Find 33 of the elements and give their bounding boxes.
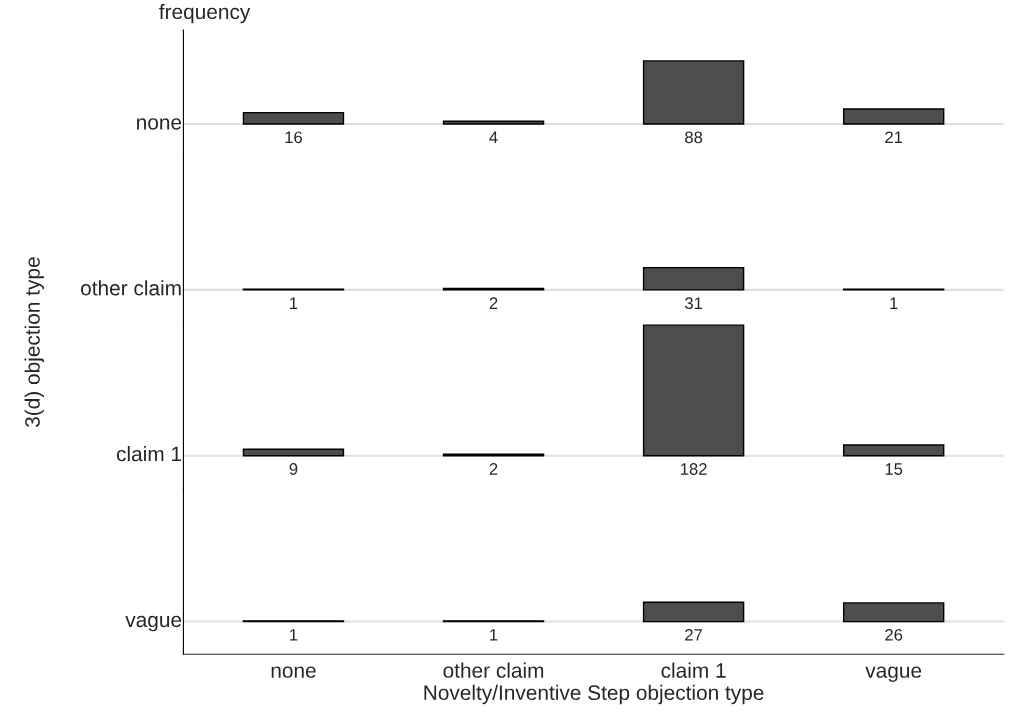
text: other claim [81,280,181,296]
bar [842,444,945,457]
data-label: 1 [490,629,498,641]
x-axis-title: Novelty/Inventive Step objection type [424,684,764,705]
chart-title: frequency [159,3,251,24]
y-axis-title: 3(d) objection type [24,257,44,428]
text: claim 1 [116,446,182,462]
data-label: 9 [289,463,298,475]
bar [242,111,345,125]
data-label: 2 [489,297,498,309]
data-label: 1 [890,297,898,309]
text: vague [125,615,182,632]
data-label: 1 [290,297,298,309]
x-tick-label: claim 1 [661,662,726,678]
x-tick-label: other claim [443,662,544,678]
data-label: 1 [290,629,298,641]
data-label: 182 [680,463,707,475]
x-tick-label: none [271,666,316,678]
bar [642,60,745,125]
bar [442,120,545,125]
data-label: 21 [885,131,903,144]
data-label: 27 [685,628,703,641]
data-label: 4 [489,131,498,144]
bar [842,108,945,125]
x-tick-label: vague [865,666,922,682]
data-label: 2 [489,463,498,475]
text: none [137,118,182,130]
data-label: 26 [885,628,903,641]
data-label: 88 [685,131,703,144]
data-label: 31 [684,297,703,310]
bar [642,324,745,457]
data-label: 15 [885,463,903,475]
data-label: 16 [285,131,302,144]
